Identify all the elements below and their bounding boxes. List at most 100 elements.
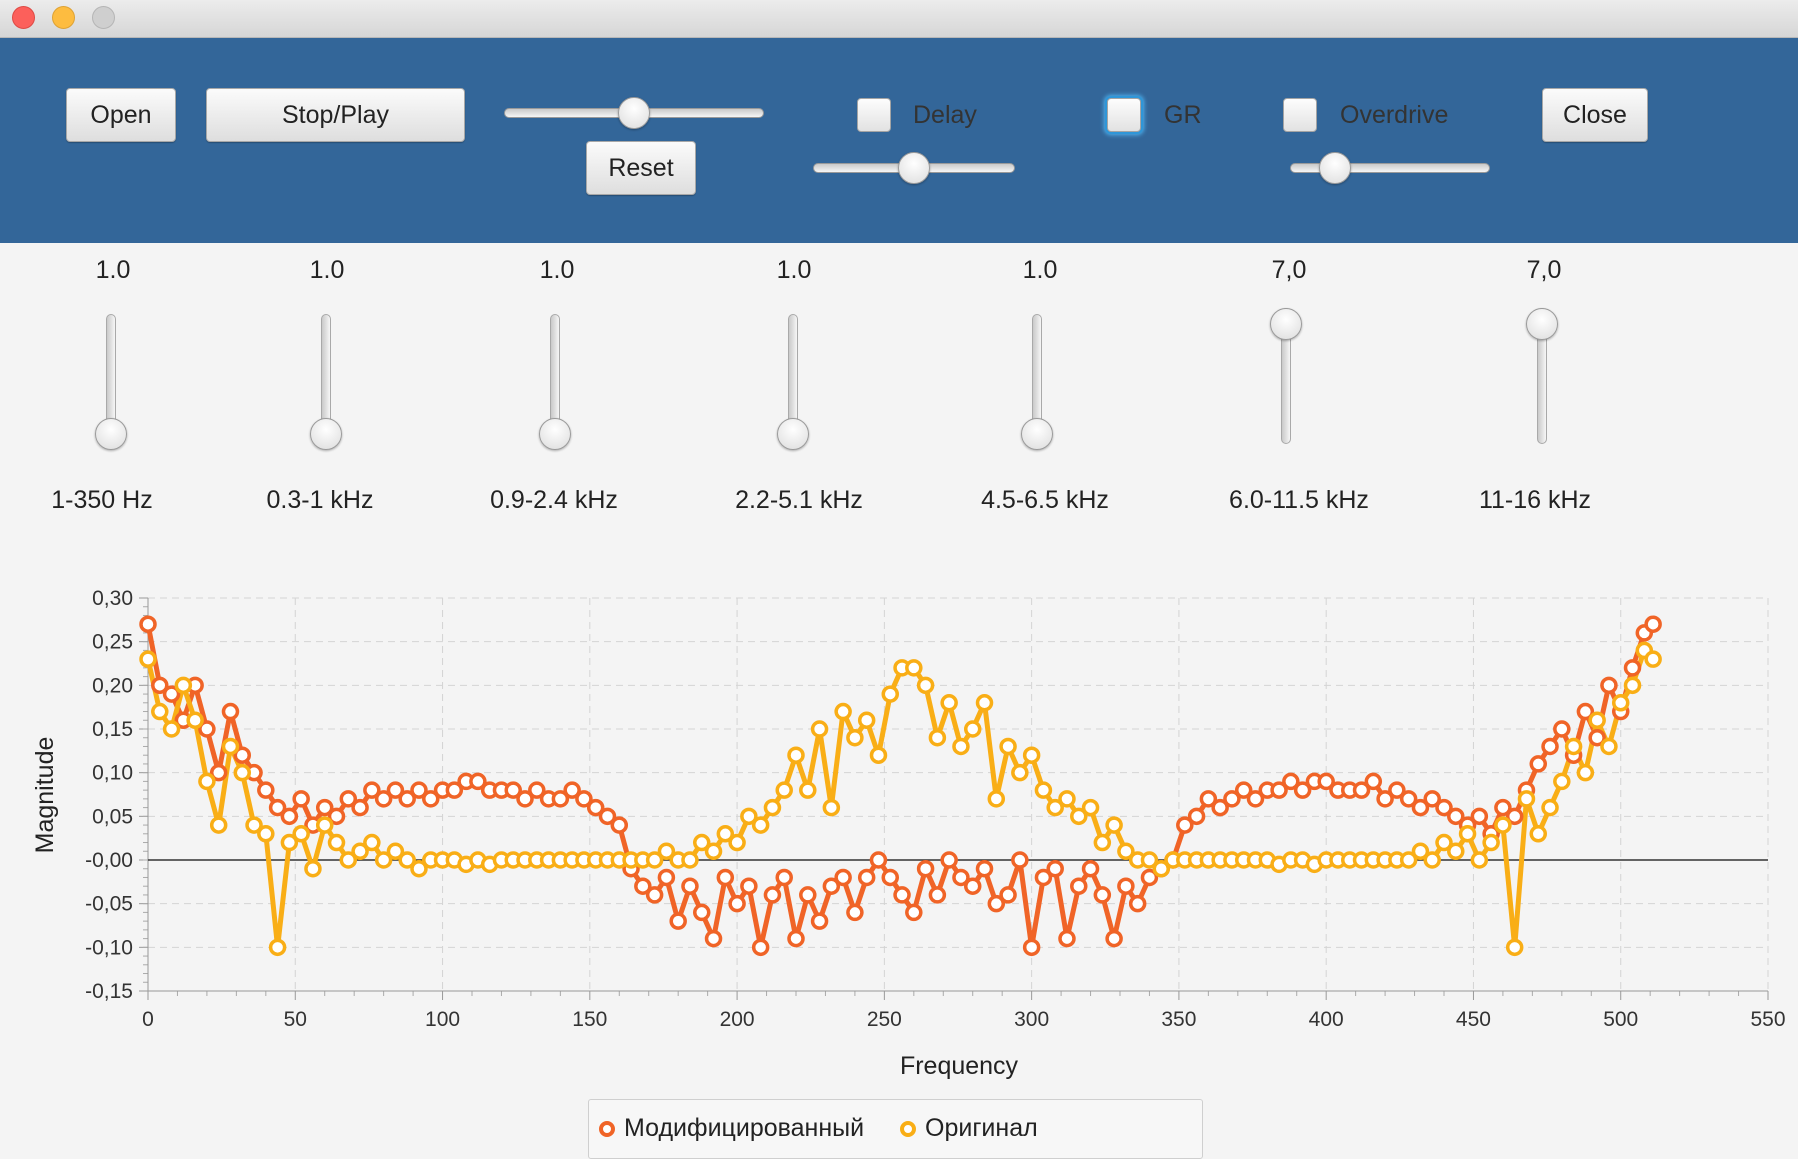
series-0-point [1517,781,1536,799]
series-1-point [198,772,216,791]
series-1-point [162,720,181,738]
eq-band-3-label: 0.9-2.4 kHz [490,486,618,514]
eq-band-1-thumb[interactable] [95,418,127,450]
series-1-point [999,737,1017,756]
chart-grid [148,597,1769,991]
series-1-point [386,842,405,861]
stop-play-button[interactable]: Stop/Play [206,88,465,142]
series-0-point [1635,624,1654,642]
eq-band-7-thumb[interactable] [1526,308,1558,340]
gr-checkbox[interactable] [1107,98,1141,132]
series-0-point [857,868,876,887]
volume-slider-thumb[interactable] [618,97,650,129]
eq-band-4-slider[interactable] [777,314,809,450]
eq-band-4-thumb[interactable] [777,418,809,450]
series-0-point [1529,755,1548,773]
overdrive-slider-thumb[interactable] [1318,152,1351,184]
overdrive-checkbox[interactable] [1283,98,1317,132]
eq-band-5-thumb[interactable] [1021,418,1053,450]
series-0-point [139,615,157,633]
chart-series-lines [145,622,1655,950]
delay-slider[interactable] [813,152,1015,184]
open-button[interactable]: Open [66,88,176,142]
series-0-point [1411,798,1430,817]
eq-band-1-slider[interactable] [95,314,127,450]
series-0-point [268,798,287,817]
series-1-point [1164,851,1182,869]
series-1-point [1458,825,1477,843]
series-1-point [963,720,982,738]
window-close-button[interactable] [12,6,35,29]
series-1-point [1352,851,1371,869]
series-0-point [504,781,522,799]
series-0-point [1105,929,1123,948]
overdrive-slider[interactable] [1290,152,1490,184]
eq-band-2-slider[interactable] [310,314,342,450]
series-0-point [1458,816,1477,834]
series-1-point [1600,737,1618,756]
series-0-point [245,763,263,782]
series-1-point [209,816,228,834]
series-0-point [363,781,381,799]
series-1-point [186,711,204,730]
series-1-point [1270,855,1288,874]
close-button[interactable]: Close [1542,88,1648,142]
legend-modified-label: Модифицированный [624,1114,865,1142]
legend-item-original: Оригинал [900,1114,1038,1143]
series-0-point [1423,790,1441,808]
delay-checkbox[interactable] [857,98,891,132]
series-1-point [1011,763,1029,782]
series-1-point [857,711,876,730]
eq-band-6-thumb[interactable] [1270,308,1302,340]
series-0-point [987,894,1006,913]
series-1-point [1494,816,1512,834]
window-minimize-button[interactable] [52,6,75,29]
eq-band-4-label: 2.2-5.1 kHz [735,486,863,514]
series-1-point [975,694,994,712]
volume-slider[interactable] [504,97,764,129]
series-1-point [586,851,605,869]
delay-slider-thumb[interactable] [898,152,930,184]
series-0-point [1258,781,1277,799]
series-1-point [1081,798,1100,817]
series-0-point [834,868,852,887]
eq-band-3-thumb[interactable] [539,418,571,450]
eq-band-5-slider[interactable] [1021,314,1053,450]
series-0-point [645,886,664,904]
series-1-point [622,851,640,869]
series-1-point [1199,851,1218,869]
series-1-point [1576,763,1595,782]
series-0-point [669,912,687,930]
eq-band-3-slider[interactable] [539,314,571,450]
series-1-point [1282,851,1300,869]
series-1-point [1258,851,1277,869]
x-tick-label: 150 [572,1008,607,1031]
series-1-point [339,851,358,869]
series-0-point [198,720,216,738]
series-1-point [398,851,416,869]
series-0-point [1564,746,1583,764]
reset-button[interactable]: Reset [586,141,696,195]
series-1-point [280,833,299,852]
series-1-point [174,676,193,695]
series-0-point [1211,798,1229,817]
series-0-point [1093,886,1112,904]
series-0-point [1364,772,1383,791]
series-0-point [1234,781,1253,799]
series-0-point [1447,807,1465,826]
series-0-point [893,886,911,904]
x-tick-label: 450 [1456,1008,1491,1031]
title-bar [0,0,1798,38]
series-0-point [728,894,746,913]
eq-band-2-thumb[interactable] [310,418,342,450]
series-1-point [1223,851,1241,869]
series-1-point [480,855,499,874]
delay-label: Delay [913,101,977,129]
series-1-point [1541,798,1559,817]
series-0-point [952,868,970,887]
eq-band-6-slider[interactable] [1270,308,1302,444]
series-1-point [704,842,723,861]
window-zoom-button[interactable] [92,6,115,29]
series-1-point [610,851,629,869]
eq-band-7-slider[interactable] [1526,308,1558,444]
